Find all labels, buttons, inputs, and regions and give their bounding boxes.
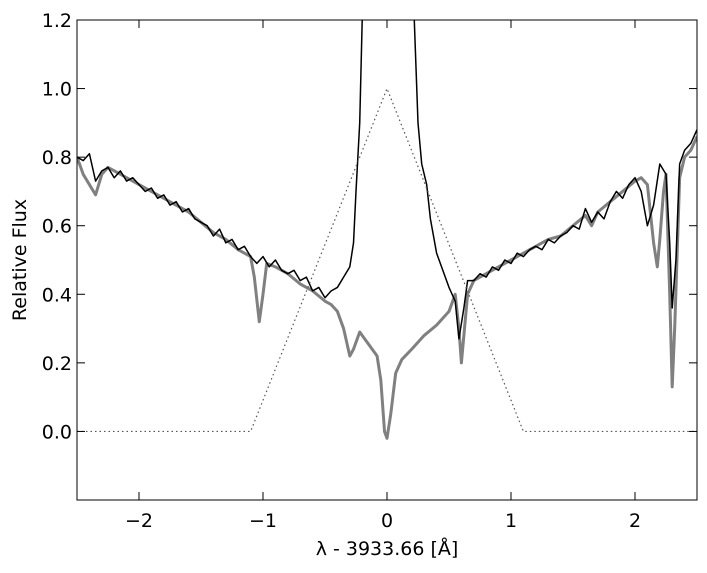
- plot-frame: [76, 19, 698, 501]
- series-line: [77, 135, 697, 440]
- y-axis-label: Relative Flux: [9, 199, 31, 321]
- y-tick-label: 1.0: [42, 79, 72, 101]
- x-tick-label: 0: [381, 510, 393, 532]
- y-tick-label: 0.2: [42, 353, 72, 375]
- plot-lines: [77, 20, 697, 440]
- y-tick-label: 0.8: [42, 147, 72, 169]
- x-tick-label: −2: [125, 510, 153, 532]
- y-tick-label: 0.6: [42, 216, 72, 238]
- x-tick-label: 2: [629, 510, 641, 532]
- series-line: [77, 87, 697, 433]
- y-tick-label: 0.4: [42, 284, 72, 306]
- series-line: [77, 20, 697, 340]
- x-tick-label: −1: [249, 510, 277, 532]
- x-axis-label: λ - 3933.66 [Å]: [316, 537, 459, 560]
- y-tick-label: 1.2: [42, 10, 72, 32]
- x-tick-label: 1: [505, 510, 517, 532]
- y-tick-label: 0.0: [42, 421, 72, 443]
